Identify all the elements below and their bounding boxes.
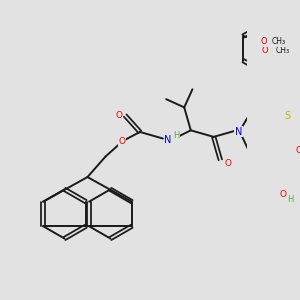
Text: CH₃: CH₃ xyxy=(271,37,285,46)
Text: O: O xyxy=(225,159,232,168)
Text: N: N xyxy=(235,127,242,137)
Text: S: S xyxy=(284,111,291,121)
Text: O: O xyxy=(279,190,286,199)
Text: O: O xyxy=(261,46,268,55)
Text: O: O xyxy=(115,111,122,120)
Text: O: O xyxy=(296,146,300,155)
Text: H: H xyxy=(173,131,179,140)
Text: O: O xyxy=(118,137,125,146)
Text: N: N xyxy=(164,135,172,145)
Text: CH₃: CH₃ xyxy=(276,46,290,55)
Text: O: O xyxy=(260,37,267,46)
Text: H: H xyxy=(288,195,294,204)
